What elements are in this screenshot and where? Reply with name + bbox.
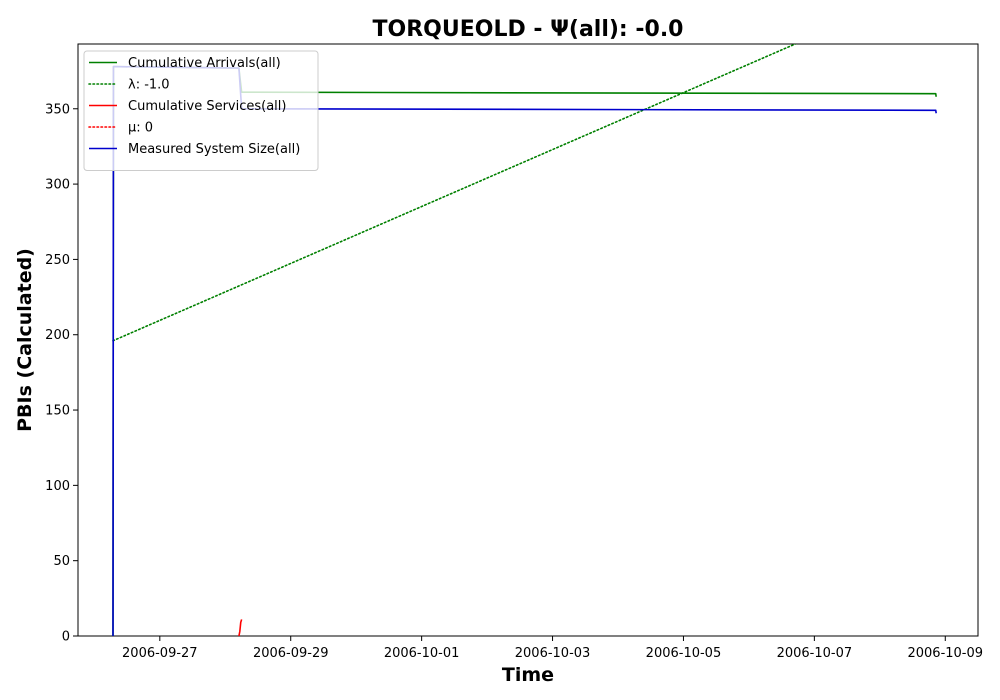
y-axis-label: PBIs (Calculated) bbox=[14, 248, 36, 432]
legend-label-1-0: λ: -1.0 bbox=[128, 78, 170, 93]
x-tick-label: 2006-10-07 bbox=[777, 646, 853, 661]
legend-box bbox=[83, 50, 319, 171]
legend-label-cumulative-arrivals-all: Cumulative Arrivals(all) bbox=[128, 56, 281, 71]
x-tick-label: 2006-10-01 bbox=[384, 646, 460, 661]
y-tick-label: 300 bbox=[45, 178, 70, 193]
x-tick-label: 2006-10-03 bbox=[515, 646, 591, 661]
legend: Cumulative Arrivals(all) λ: -1.0 Cumulativ… bbox=[83, 50, 319, 171]
chart-title: TORQUEOLD - Ψ(all): -0.0 bbox=[373, 17, 684, 42]
legend-label-measured-system-size-all: Measured System Size(all) bbox=[128, 142, 300, 157]
x-tick-label: 2006-10-05 bbox=[646, 646, 722, 661]
x-tick-label: 2006-09-29 bbox=[253, 646, 329, 661]
y-axis: 0 50 100 150 200 250 300 350 bbox=[45, 102, 78, 645]
x-axis-label: Time bbox=[502, 664, 554, 686]
y-tick-label: 50 bbox=[53, 554, 70, 569]
legend-label-0: μ: 0 bbox=[128, 121, 153, 136]
series-line-cumulative-services-all bbox=[238, 619, 243, 636]
x-tick-label: 2006-10-09 bbox=[907, 646, 983, 661]
legend-label-cumulative-services-all: Cumulative Services(all) bbox=[128, 99, 286, 114]
y-tick-label: 200 bbox=[45, 328, 70, 343]
y-tick-label: 250 bbox=[45, 253, 70, 268]
series-line-1-0 bbox=[112, 44, 797, 342]
y-tick-label: 100 bbox=[45, 479, 70, 494]
y-tick-label: 350 bbox=[45, 102, 70, 117]
x-tick-label: 2006-09-27 bbox=[122, 646, 198, 661]
y-tick-label: 0 bbox=[62, 630, 70, 645]
y-tick-label: 150 bbox=[45, 404, 70, 419]
x-axis: 2006-09-27 2006-09-29 2006-10-01 2006-10-03… bbox=[122, 636, 983, 661]
